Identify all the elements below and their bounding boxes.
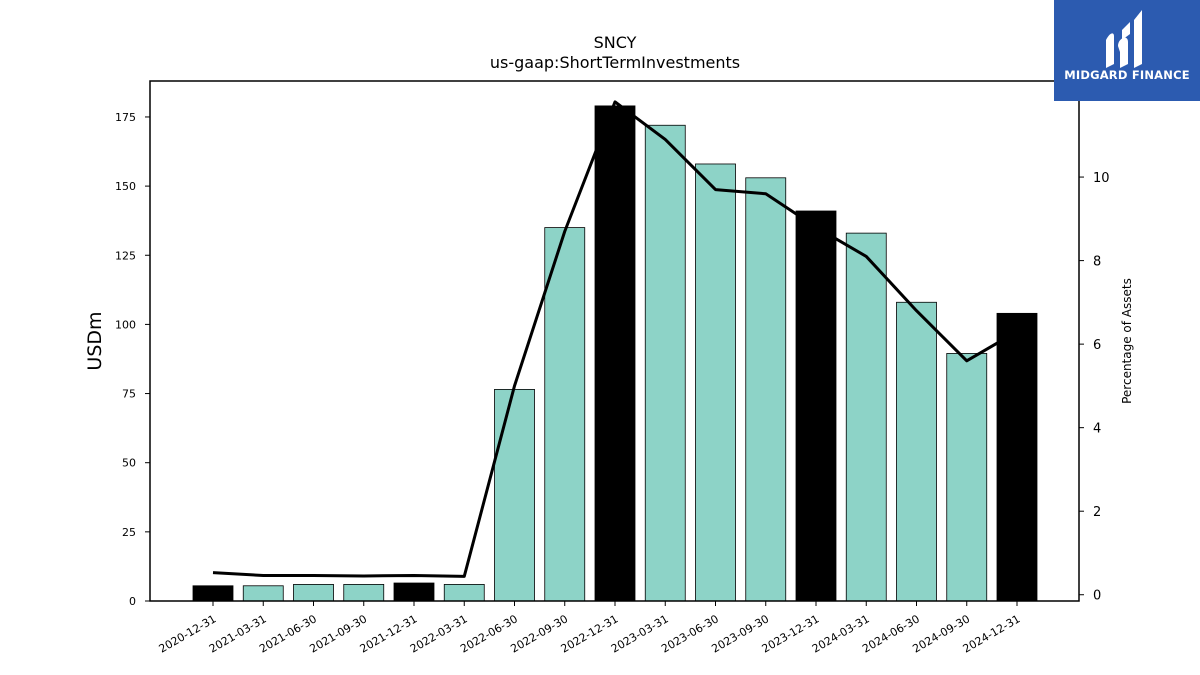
bar <box>393 582 435 602</box>
bar <box>644 124 686 602</box>
y-tick-label: 175 <box>115 111 136 124</box>
logo-mark-icon <box>1106 10 1142 68</box>
y2-tick-label: 8 <box>1093 255 1101 270</box>
y-tick-label: 150 <box>115 180 136 193</box>
brand-logo: MIDGARD FINANCE <box>1054 0 1200 101</box>
bar <box>745 177 787 602</box>
y-tick-label: 50 <box>122 457 136 470</box>
y2-tick-label: 0 <box>1093 589 1101 604</box>
y-tick-label: 25 <box>122 526 136 539</box>
y2-tick-label: 4 <box>1093 422 1101 437</box>
logo-text: MIDGARD FINANCE <box>1064 68 1190 82</box>
chart-subtitle: us-gaap:ShortTermInvestments <box>490 53 740 72</box>
y-axis-label: USDm <box>84 311 106 370</box>
bar <box>242 585 284 602</box>
bar <box>443 584 485 602</box>
bar <box>896 301 937 602</box>
bar <box>946 353 988 602</box>
y-tick-label: 0 <box>129 595 136 608</box>
y2-tick-label: 2 <box>1093 505 1101 520</box>
y-tick-label: 125 <box>115 249 136 262</box>
series-line <box>212 100 1018 578</box>
bar <box>544 227 586 602</box>
bar <box>594 105 636 602</box>
y2-axis-label: Percentage of Assets <box>1120 278 1134 404</box>
y-tick-label: 75 <box>122 388 136 401</box>
bar <box>494 389 535 602</box>
plot-frame <box>149 80 1080 602</box>
bar <box>795 210 837 602</box>
bar <box>343 584 385 602</box>
y-tick-label: 100 <box>115 318 136 331</box>
bar <box>996 312 1038 602</box>
y2-tick-label: 10 <box>1093 171 1110 186</box>
bar <box>845 232 887 602</box>
bar <box>192 585 234 602</box>
bar <box>293 584 334 602</box>
chart-title: SNCY <box>594 33 637 52</box>
y2-tick-label: 6 <box>1093 338 1101 353</box>
bar <box>695 163 736 602</box>
x-tick-label: 2024-12-31 <box>961 612 1023 655</box>
